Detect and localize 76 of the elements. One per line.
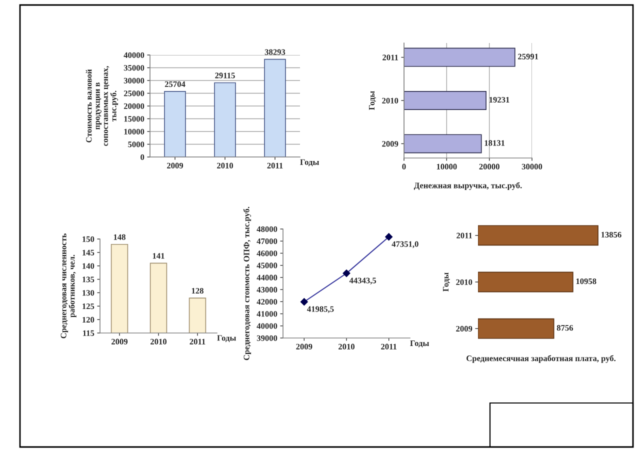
y-tick-label: 125 <box>82 304 94 310</box>
y-tick-label: 39000 <box>256 335 278 341</box>
y-tick-label: 10000 <box>124 128 144 134</box>
y-tick-label: 48000 <box>256 226 278 232</box>
y-tick-label: 25000 <box>124 90 144 96</box>
data-label: 128 <box>192 288 204 294</box>
y-tick-label: 2009 <box>382 141 398 147</box>
y-tick-label: 35000 <box>124 65 144 71</box>
x-tick-label: 2010 <box>150 338 167 344</box>
y-tick-label: 150 <box>82 236 94 242</box>
y-tick-label: 130 <box>82 290 94 296</box>
y-axis-title: Среднегодовая стоимость ОПФ, тыс.руб. <box>243 206 252 360</box>
x-tick-label: 2010 <box>217 162 234 168</box>
data-label: 44343,5 <box>349 278 376 285</box>
data-label: 18131 <box>484 140 505 146</box>
x-tick-label: 2010 <box>338 344 355 350</box>
y-tick-label: 2011 <box>382 54 398 60</box>
bar <box>404 91 486 110</box>
x-axis-title: Годы <box>410 340 429 348</box>
y-axis-title: Среднегодовая численность работников, чел. <box>60 233 76 338</box>
data-label: 25704 <box>164 81 186 87</box>
x-tick-label: 30000 <box>522 164 542 170</box>
y-tick-label: 44000 <box>256 274 278 280</box>
x-tick-label: 0 <box>402 164 406 170</box>
y-tick-label: 2010 <box>456 279 472 285</box>
y-tick-label: 46000 <box>256 250 278 256</box>
x-tick-label: 10000 <box>436 164 457 170</box>
x-axis-title: Годы <box>300 159 319 166</box>
y-tick-label: 15000 <box>124 116 144 122</box>
y-tick-label: 30000 <box>124 78 144 84</box>
y-tick-label: 40000 <box>256 323 278 329</box>
bar <box>214 82 236 157</box>
data-label: 10958 <box>576 278 596 284</box>
x-tick-label: 2009 <box>296 344 312 350</box>
y-axis-title: Годы <box>368 91 376 110</box>
data-label: 38293 <box>264 49 286 55</box>
data-label: 41985,5 <box>307 306 334 314</box>
data-label: 25991 <box>518 54 538 60</box>
y-tick-label: 2009 <box>456 326 472 332</box>
bar <box>164 91 186 157</box>
y-tick-label: 40000 <box>124 52 144 58</box>
data-label: 13856 <box>601 232 622 238</box>
y-tick-label: 115 <box>83 330 94 336</box>
data-label: 47351,0 <box>392 241 418 248</box>
data-label: 19231 <box>490 96 510 103</box>
y-tick-label: 45000 <box>256 262 278 268</box>
x-tick-label: 2009 <box>112 338 128 344</box>
data-label: 29115 <box>215 72 235 78</box>
x-axis-title: Среднемесячная заработная плата, руб. <box>466 355 616 363</box>
y-axis-title: Годы <box>442 272 450 292</box>
y-tick-label: 2011 <box>456 232 472 238</box>
y-tick-label: 2010 <box>382 98 398 104</box>
y-tick-label: 43000 <box>256 286 278 293</box>
x-axis-title: Денежная выручка, тыс.руб. <box>414 182 522 190</box>
y-tick-label: 145 <box>82 250 94 256</box>
data-label: 8756 <box>556 325 574 331</box>
x-tick-label: 2009 <box>167 162 184 168</box>
x-tick-label: 2011 <box>267 162 283 168</box>
x-axis-title: Годы <box>217 335 236 342</box>
y-tick-label: 41000 <box>256 311 278 317</box>
y-tick-label: 20000 <box>124 103 144 109</box>
y-tick-label: 120 <box>82 316 94 323</box>
y-tick-label: 135 <box>82 276 94 282</box>
x-tick-label: 2011 <box>190 338 206 344</box>
y-tick-label: 140 <box>82 263 94 269</box>
x-tick-label: 20000 <box>479 164 500 170</box>
data-label: 141 <box>152 253 164 259</box>
bar <box>264 58 286 157</box>
y-tick-label: 5000 <box>128 142 144 148</box>
y-tick-label: 0 <box>140 154 144 160</box>
y-tick-label: 42000 <box>256 299 278 305</box>
data-label: 148 <box>114 234 126 240</box>
bar <box>404 48 516 67</box>
bar <box>404 134 482 154</box>
y-tick-label: 47000 <box>256 238 278 244</box>
y-axis-title: Стоимость валовой продукции в сопоставимых ценах, тыс.руб. <box>86 66 118 146</box>
